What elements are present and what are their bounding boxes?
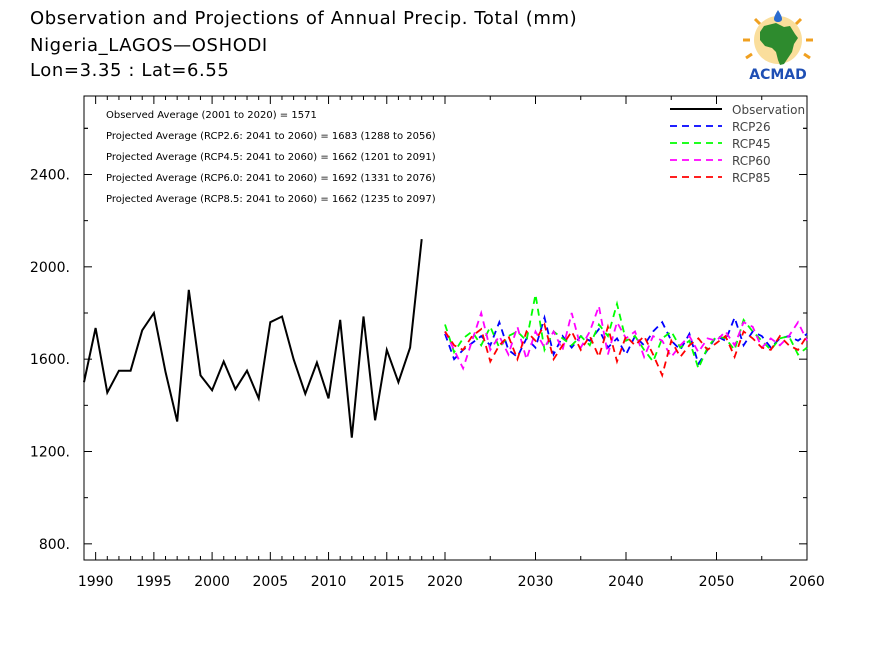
x-tick-label: 2040: [608, 574, 644, 590]
x-tick-label: 1995: [136, 574, 172, 590]
acmad-logo: ACMAD: [738, 8, 818, 84]
y-tick-label: 1600.: [30, 352, 70, 368]
annotation-line: Projected Average (RCP6.0: 2041 to 2060)…: [106, 173, 436, 184]
x-tick-label: 2030: [518, 574, 554, 590]
annotations: Observed Average (2001 to 2020) = 1571 Pr…: [106, 110, 436, 205]
annotation-line: Projected Average (RCP4.5: 2041 to 2060)…: [106, 152, 436, 163]
axes: 800. 1200. 1600. 2000. 2400. 1990 1995 2000 2005…: [30, 95, 825, 590]
africa-map-icon: ACMAD: [743, 10, 813, 83]
legend-label: RCP45: [732, 137, 771, 151]
y-tick-label: 2000.: [30, 260, 70, 276]
y-tick-label: 800.: [39, 537, 70, 553]
legend: Observation RCP26 RCP45 RCP60 RCP85: [670, 103, 805, 185]
coordinates-label: Lon=3.35 : Lat=6.55: [30, 60, 230, 81]
x-tick-label: 2015: [369, 574, 405, 590]
legend-label: Observation: [732, 103, 805, 117]
location-label: Nigeria_LAGOS—OSHODI: [30, 35, 268, 56]
annotation-line: Observed Average (2001 to 2020) = 1571: [106, 110, 317, 121]
legend-label: RCP26: [732, 120, 771, 134]
annotation-line: Projected Average (RCP2.6: 2041 to 2060)…: [106, 131, 436, 142]
x-tick-label: 2060: [789, 574, 825, 590]
logo-text: ACMAD: [749, 67, 807, 83]
x-tick-label: 2005: [253, 574, 289, 590]
y-tick-label: 1200.: [30, 445, 70, 461]
series-group: [83, 238, 808, 438]
y-tick-label: 2400.: [30, 167, 70, 183]
x-tick-label: 1990: [78, 574, 114, 590]
legend-label: RCP60: [732, 154, 771, 168]
x-tick-label: 2010: [311, 574, 347, 590]
chart-title: Observation and Projections of Annual Pr…: [30, 8, 578, 29]
legend-label: RCP85: [732, 171, 771, 185]
x-tick-label: 2000: [194, 574, 230, 590]
x-tick-label: 2050: [699, 574, 735, 590]
series-line-observation: [83, 238, 423, 438]
x-tick-label: 2020: [427, 574, 463, 590]
annotation-line: Projected Average (RCP8.5: 2041 to 2060)…: [106, 194, 436, 205]
